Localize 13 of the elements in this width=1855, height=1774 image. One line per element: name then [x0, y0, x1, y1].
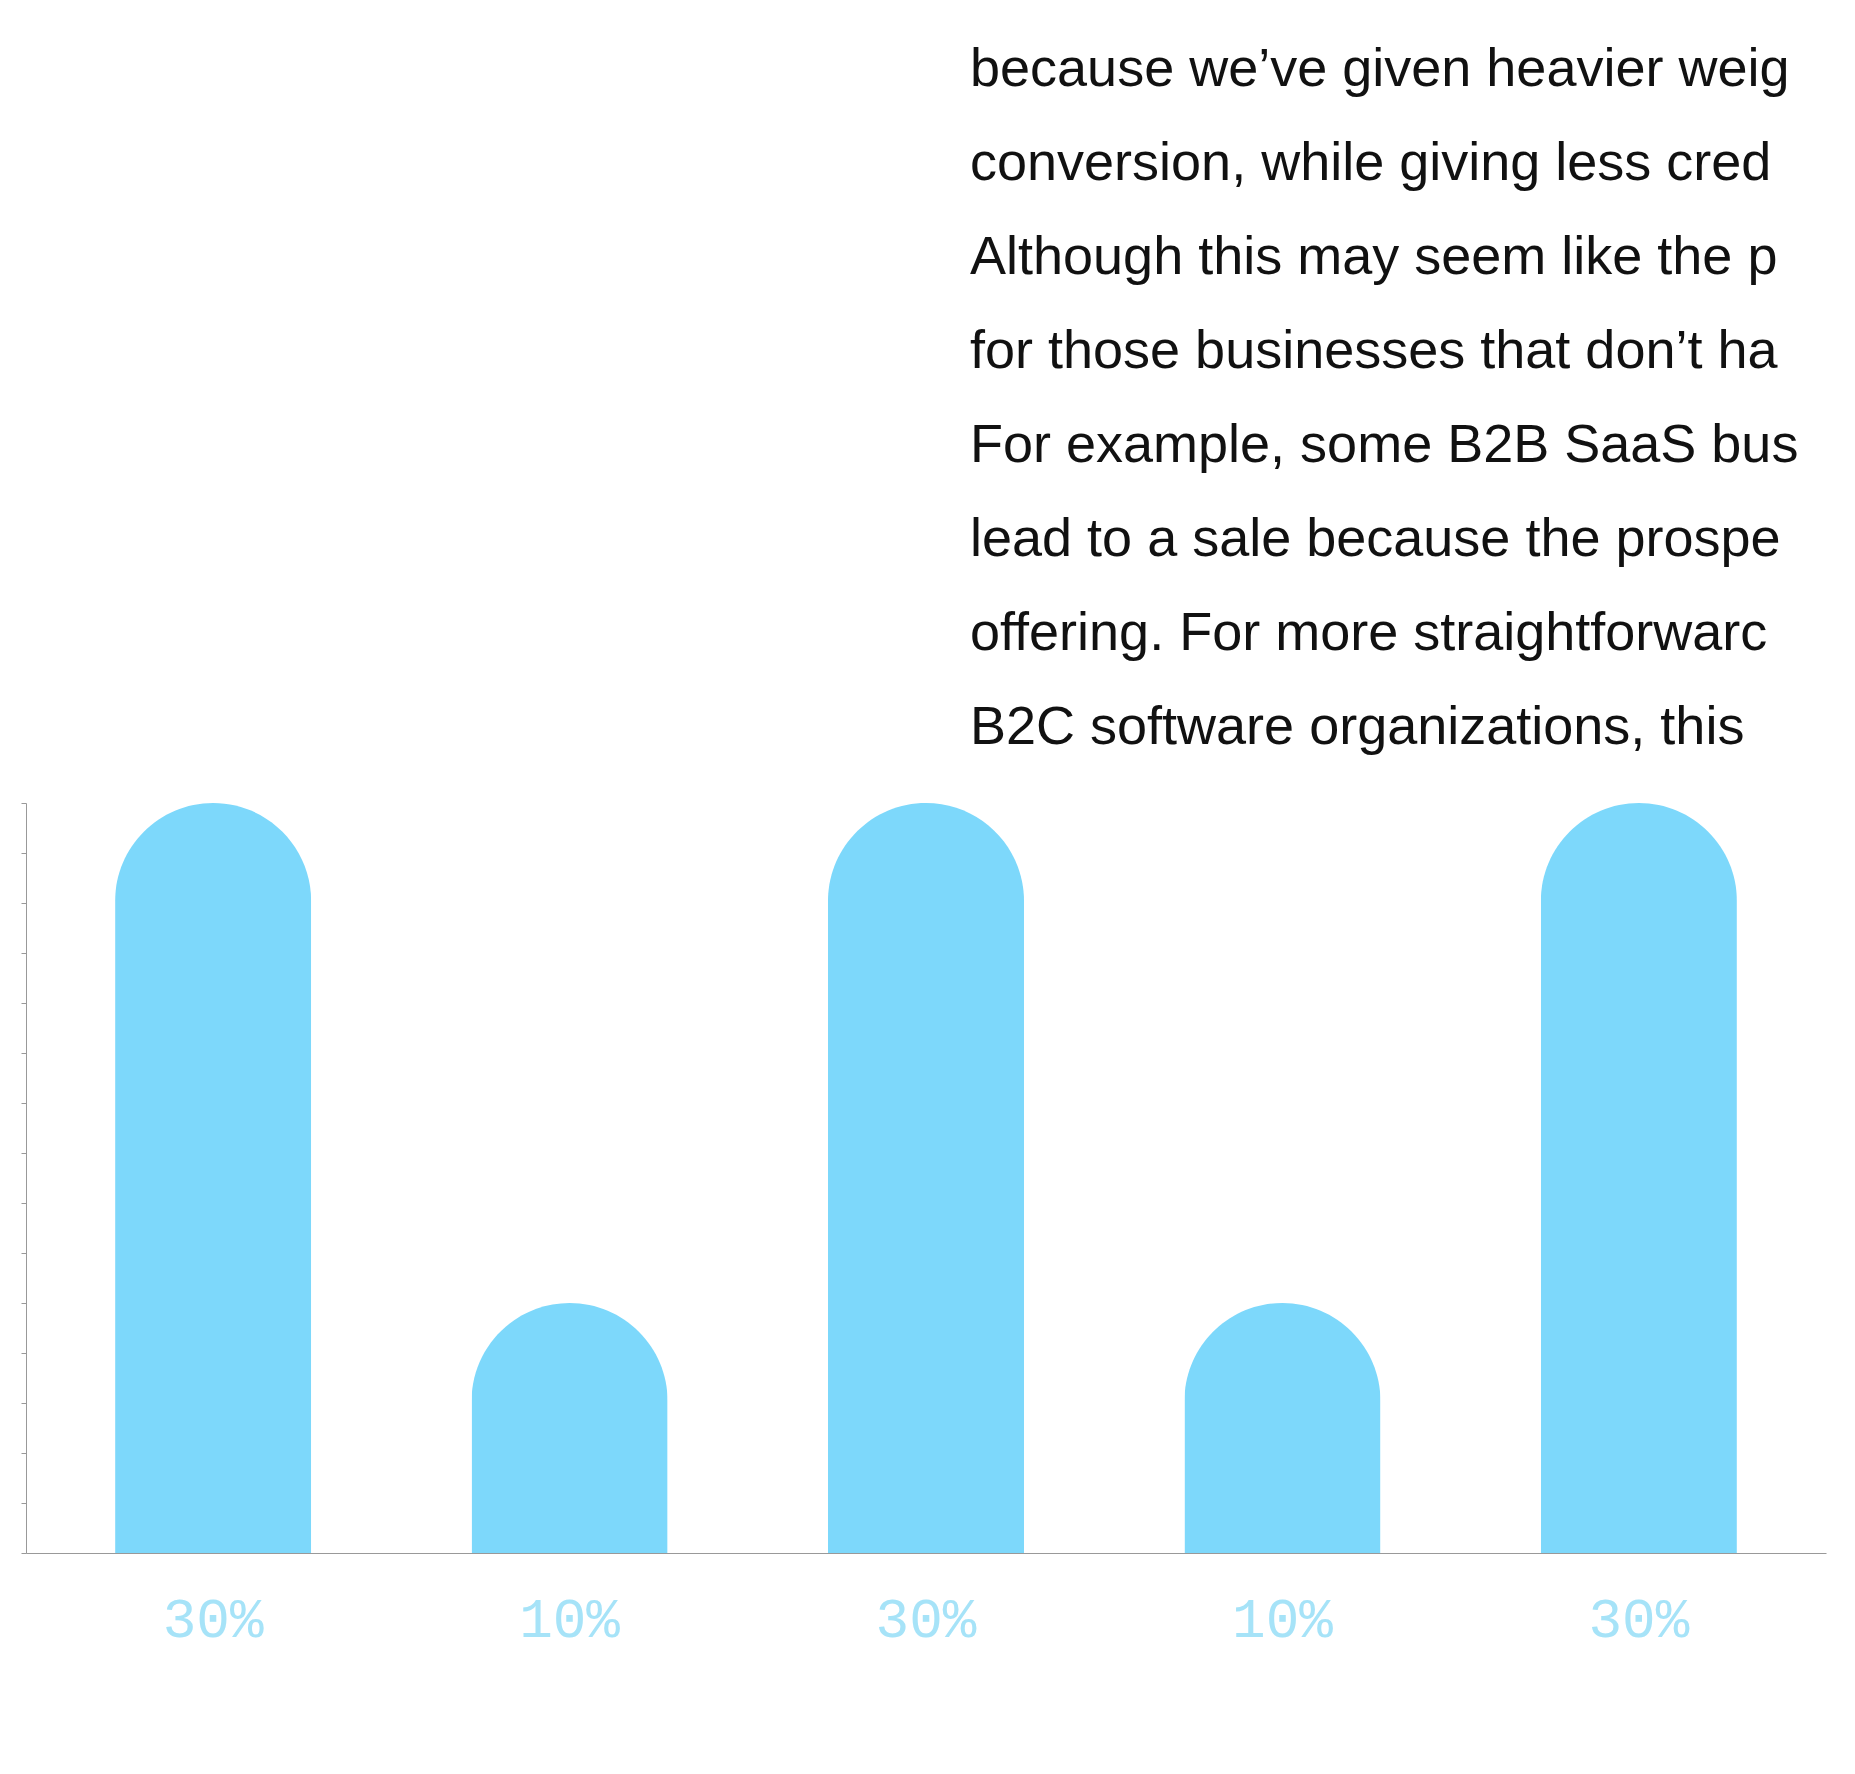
- text: Although this may seem like the p: [970, 224, 1779, 287]
- text: B2C software organizations, this: [970, 694, 1746, 757]
- text: because we’ve given heavier weig: [970, 36, 1791, 99]
- data-label: 10%: [519, 1590, 621, 1654]
- data-label: 30%: [162, 1590, 264, 1654]
- data-label: 30%: [1588, 1590, 1690, 1654]
- data-label: 10%: [1232, 1590, 1334, 1654]
- text: lead to a sale because the prospe: [970, 506, 1782, 569]
- text: for those businesses that don’t ha: [970, 318, 1779, 381]
- data-label: 30%: [875, 1590, 977, 1654]
- text: offering. For more straightforwarc: [970, 600, 1769, 663]
- text: For example, some B2B SaaS bus: [970, 412, 1800, 475]
- text: conversion, while giving less cred: [970, 130, 1773, 193]
